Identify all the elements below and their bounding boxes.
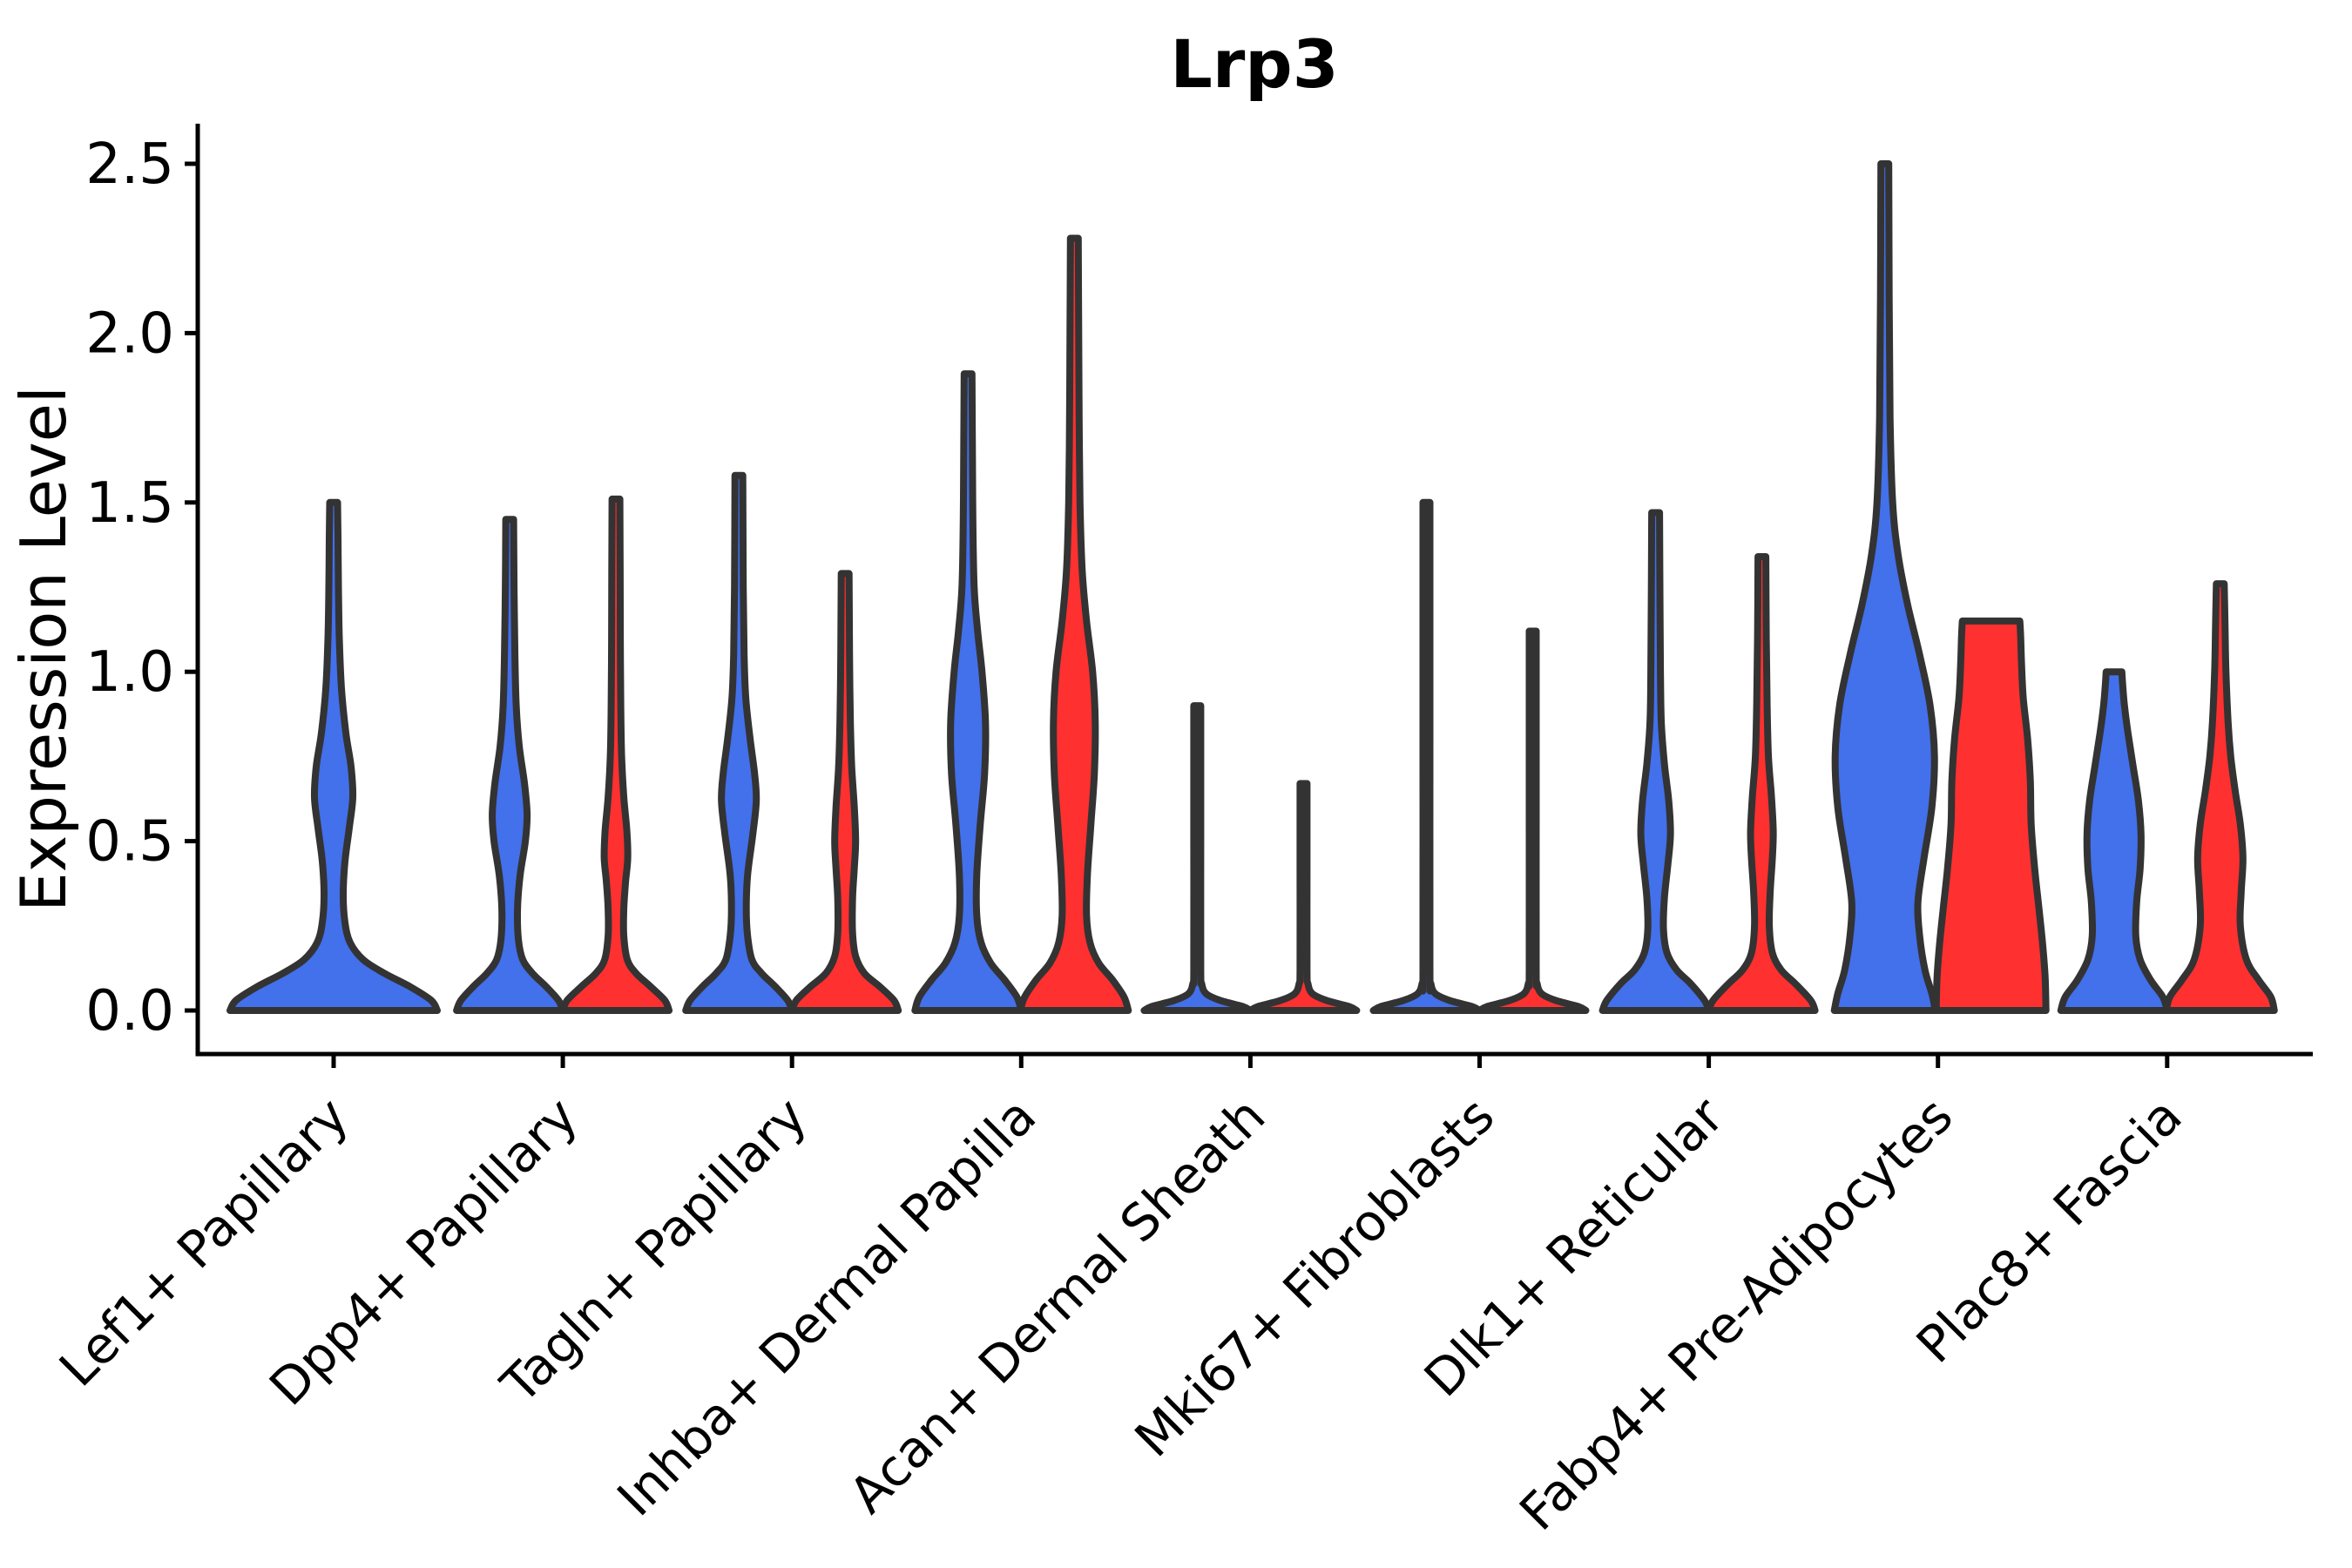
violin-blue-4 xyxy=(1140,702,1254,1014)
violin-blue-8 xyxy=(2057,668,2171,1014)
violin-blue-3 xyxy=(911,370,1025,1014)
violin-blue-6 xyxy=(1598,509,1713,1014)
x-tick-label-7: Fabp4+ Pre-Adipocytes xyxy=(1509,1086,1964,1542)
violin-red-6 xyxy=(1705,553,1819,1014)
violin-red-7 xyxy=(1932,617,2050,1014)
violin-red-3 xyxy=(1017,234,1132,1014)
y-tick-label-0: 0.0 xyxy=(85,979,174,1044)
violin-blue-5 xyxy=(1369,498,1484,1014)
violin-red-8 xyxy=(2162,580,2278,1014)
x-tick-label-4: Acan+ Dermal Sheath xyxy=(838,1086,1276,1524)
violin-red-1 xyxy=(559,495,673,1014)
y-tick-label-4: 2.0 xyxy=(85,301,174,366)
violin-red-2 xyxy=(788,570,902,1014)
violin-red-5 xyxy=(1476,627,1590,1014)
violin-blue-1 xyxy=(453,516,567,1014)
violin-red-4 xyxy=(1247,780,1361,1014)
violin-blue-2 xyxy=(682,471,796,1014)
y-tick-label-2: 1.0 xyxy=(85,640,174,705)
violins-layer xyxy=(226,160,2278,1014)
y-tick-label-3: 1.5 xyxy=(85,471,174,536)
y-tick-label-1: 0.5 xyxy=(85,810,174,875)
y-tick-label-5: 2.5 xyxy=(85,132,174,197)
x-tick-label-3: Inhba+ Dermal Papilla xyxy=(606,1086,1048,1528)
chart-title: Lrp3 xyxy=(1170,25,1338,103)
violin-blue-0 xyxy=(226,498,441,1014)
violin-blue-7 xyxy=(1830,160,1939,1014)
y-axis-label: Expression Level xyxy=(7,386,80,912)
